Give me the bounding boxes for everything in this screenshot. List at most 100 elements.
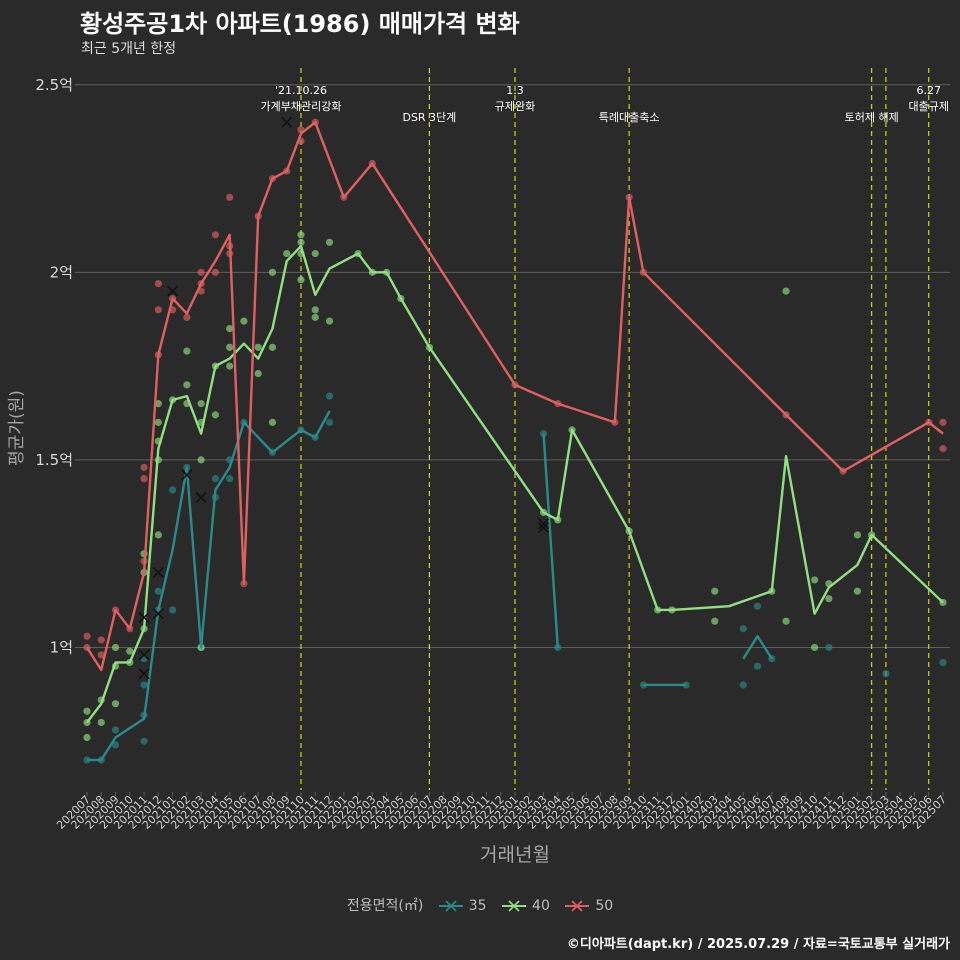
scatter-point-35: [739, 681, 747, 689]
scatter-point-50: [97, 636, 105, 644]
source-caption: ©디아파트(dapt.kr) / 2025.07.29 / 자료=국토교통부 실…: [566, 937, 950, 952]
chart-title: 황성주공1차 아파트(1986) 매매가격 변화: [80, 10, 520, 38]
scatter-point-35: [154, 587, 162, 595]
chart-subtitle: 최근 5개년 한정: [81, 41, 177, 57]
scatter-point-35: [739, 625, 747, 633]
scatter-point-40: [325, 238, 334, 246]
scatter-point-50: [83, 632, 91, 640]
scatter-point-40: [226, 343, 234, 351]
series-line-40: [86, 244, 944, 724]
scatter-point-40: [297, 238, 305, 246]
cross-marker-50: [167, 285, 179, 297]
scatter-point-50: [226, 193, 234, 201]
scatter-point-35: [211, 475, 219, 483]
scatter-point-40: [311, 306, 319, 314]
legend-swatch-40: [502, 900, 527, 912]
scatter-point-35: [111, 726, 120, 734]
scatter-point-35: [111, 741, 120, 749]
event-label: 가계부채관리강화: [261, 100, 342, 113]
scatter-point-40: [782, 287, 790, 295]
scatter-point-40: [825, 595, 833, 603]
event-label: 토허제 해제: [845, 110, 899, 124]
scatter-point-35: [169, 606, 177, 614]
scatter-point-50: [939, 445, 947, 453]
scatter-point-40: [711, 587, 719, 595]
cross-marker-35: [138, 668, 150, 680]
y-tick-label: 1억: [50, 638, 73, 656]
series-line-35: [87, 410, 331, 762]
legend-item-40: 40: [501, 898, 550, 914]
scatter-point-50: [211, 268, 219, 276]
scatter-point-40: [297, 276, 305, 284]
scatter-point-40: [297, 231, 305, 239]
scatter-point-40: [197, 400, 205, 408]
scatter-point-40: [811, 643, 819, 652]
cross-marker-35: [152, 608, 164, 620]
scatter-point-35: [753, 602, 762, 610]
scatter-point-40: [126, 647, 134, 655]
event-label: 규제완화: [495, 100, 535, 113]
cross-marker-40: [138, 611, 150, 624]
scatter-point-40: [811, 576, 819, 584]
y-tick-label: 1.5억: [35, 451, 73, 469]
cross-marker-35: [537, 521, 550, 533]
legend: 전용면적(㎡) 35 40 50: [0, 895, 960, 915]
event-label: '21.10.26: [275, 84, 327, 97]
event-label: 특례대출축소: [599, 111, 660, 124]
scatter-point-35: [140, 737, 148, 745]
scatter-point-35: [882, 670, 890, 678]
scatter-point-40: [154, 531, 162, 539]
scatter-point-35: [554, 643, 562, 652]
scatter-point-50: [197, 268, 205, 276]
scatter-point-40: [782, 617, 790, 625]
legend-item-50: 50: [564, 898, 613, 914]
scatter-point-50: [154, 306, 162, 314]
scatter-point-40: [211, 411, 219, 419]
scatter-point-40: [154, 418, 162, 426]
legend-label-40: 40: [532, 898, 550, 914]
series-line-50: [85, 121, 944, 672]
scatter-point-40: [97, 718, 105, 727]
scatter-point-35: [140, 655, 148, 663]
x-axis-title: 거래년월: [480, 844, 550, 866]
scatter-point-50: [154, 279, 162, 288]
scatter-point-40: [111, 643, 120, 652]
scatter-point-40: [197, 456, 205, 464]
scatter-point-35: [825, 643, 833, 652]
legend-title: 전용면적(㎡): [346, 898, 424, 914]
scatter-point-40: [183, 381, 191, 389]
scatter-point-40: [283, 249, 291, 258]
event-label: 대출규제: [908, 100, 948, 113]
scatter-point-50: [140, 463, 148, 471]
y-axis-title: 평균가(원): [7, 390, 27, 466]
cross-marker-40: [152, 566, 164, 578]
series-line-35: [742, 634, 773, 660]
scatter-point-35: [753, 662, 762, 670]
legend-swatch-50: [565, 900, 590, 912]
y-tick-label: 2.5억: [35, 76, 73, 94]
series-line-35: [542, 433, 559, 648]
scatter-point-40: [311, 313, 319, 321]
cross-marker-40: [537, 518, 550, 530]
scatter-point-40: [853, 531, 862, 539]
scatter-point-40: [711, 617, 719, 625]
legend-swatch-35: [438, 900, 463, 912]
scatter-point-40: [853, 587, 862, 595]
cross-marker-50: [281, 116, 293, 128]
scatter-point-40: [268, 418, 277, 426]
scatter-point-40: [268, 343, 277, 351]
scatter-point-40: [254, 370, 262, 378]
cross-marker-35: [138, 649, 150, 661]
scatter-point-50: [939, 418, 947, 426]
legend-label-50: 50: [595, 898, 614, 914]
scatter-point-40: [268, 268, 277, 276]
scatter-point-35: [325, 418, 334, 426]
scatter-point-40: [226, 362, 234, 370]
scatter-point-40: [325, 317, 334, 325]
scatter-point-40: [83, 733, 91, 742]
scatter-point-35: [169, 486, 177, 494]
scatter-point-35: [682, 681, 690, 689]
scatter-point-50: [183, 313, 191, 321]
scatter-point-35: [140, 681, 148, 689]
